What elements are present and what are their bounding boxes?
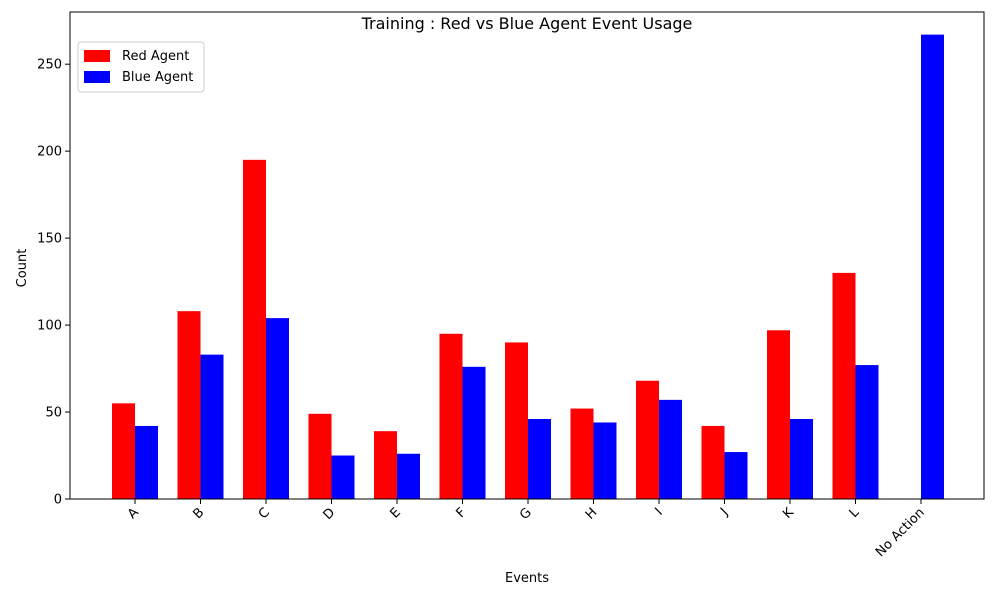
x-tick-label-d: D [321,505,339,523]
bar-blue-agent-j [724,452,748,499]
x-tick-label-j: J [717,505,731,519]
x-axis-title: Events [505,571,549,586]
x-axis: A B C D E F G H I J K L No Action [125,499,928,560]
bar-blue-agent-h [593,422,617,499]
y-axis: 0 50 100 150 200 250 [37,58,70,508]
x-tick-label-b: B [190,505,207,522]
bar-blue-agent-k [790,418,813,499]
bar-red-agent-f [439,333,463,499]
bar-blue-agent-i [659,399,682,499]
bar-blue-agent-d [331,455,355,499]
x-tick-label-no-action: No Action [873,505,928,560]
bar-blue-agent-l [855,365,879,499]
bar-blue-agent-e [397,453,420,499]
x-tick-label-i: I [653,505,666,518]
y-axis-title: Count [15,249,30,288]
x-tick-label-h: H [583,505,601,523]
legend-label-red-agent: Red Agent [122,49,189,64]
x-tick-label-k: K [780,505,797,522]
bar-blue-agent-a [135,425,158,499]
legend: Red Agent Blue Agent [77,41,205,93]
bar-red-agent-e [374,431,397,499]
legend-label-blue-agent: Blue Agent [122,70,193,85]
chart-title: Training : Red vs Blue Agent Event Usage [361,14,693,33]
y-tick-label-250: 250 [37,58,62,73]
bar-red-agent-d [308,413,332,499]
bar-blue-agent-no-action [921,34,944,499]
x-tick-label-e: E [387,505,403,521]
y-tick-label-200: 200 [37,145,62,160]
bar-red-agent-i [636,380,659,499]
bar-red-agent-k [767,330,790,499]
bar-red-agent-l [832,272,856,499]
bar-red-agent-a [112,403,135,499]
x-tick-label-l: L [847,505,863,521]
bar-blue-agent-g [528,418,551,499]
bar-red-agent-j [701,425,725,499]
bar-blue-agent-c [266,318,289,499]
x-tick-label-a: A [125,505,142,522]
bar-blue-agent-f [462,366,486,499]
x-tick-label-c: C [256,505,273,522]
bar-red-agent-c [243,159,266,499]
x-tick-label-g: G [517,505,535,523]
y-tick-label-100: 100 [37,319,62,334]
bar-blue-agent-b [200,354,224,499]
plot-frame [69,11,985,500]
y-tick-label-50: 50 [45,406,62,421]
legend-swatch-blue-agent [84,71,110,83]
bar-red-agent-g [505,342,528,499]
legend-swatch-red-agent [84,50,110,62]
y-tick-label-0: 0 [54,493,62,508]
bars-layer [112,34,944,499]
bar-red-agent-h [570,408,594,499]
y-tick-label-150: 150 [37,232,62,247]
bar-red-agent-b [177,311,201,499]
x-tick-label-f: F [453,505,469,521]
